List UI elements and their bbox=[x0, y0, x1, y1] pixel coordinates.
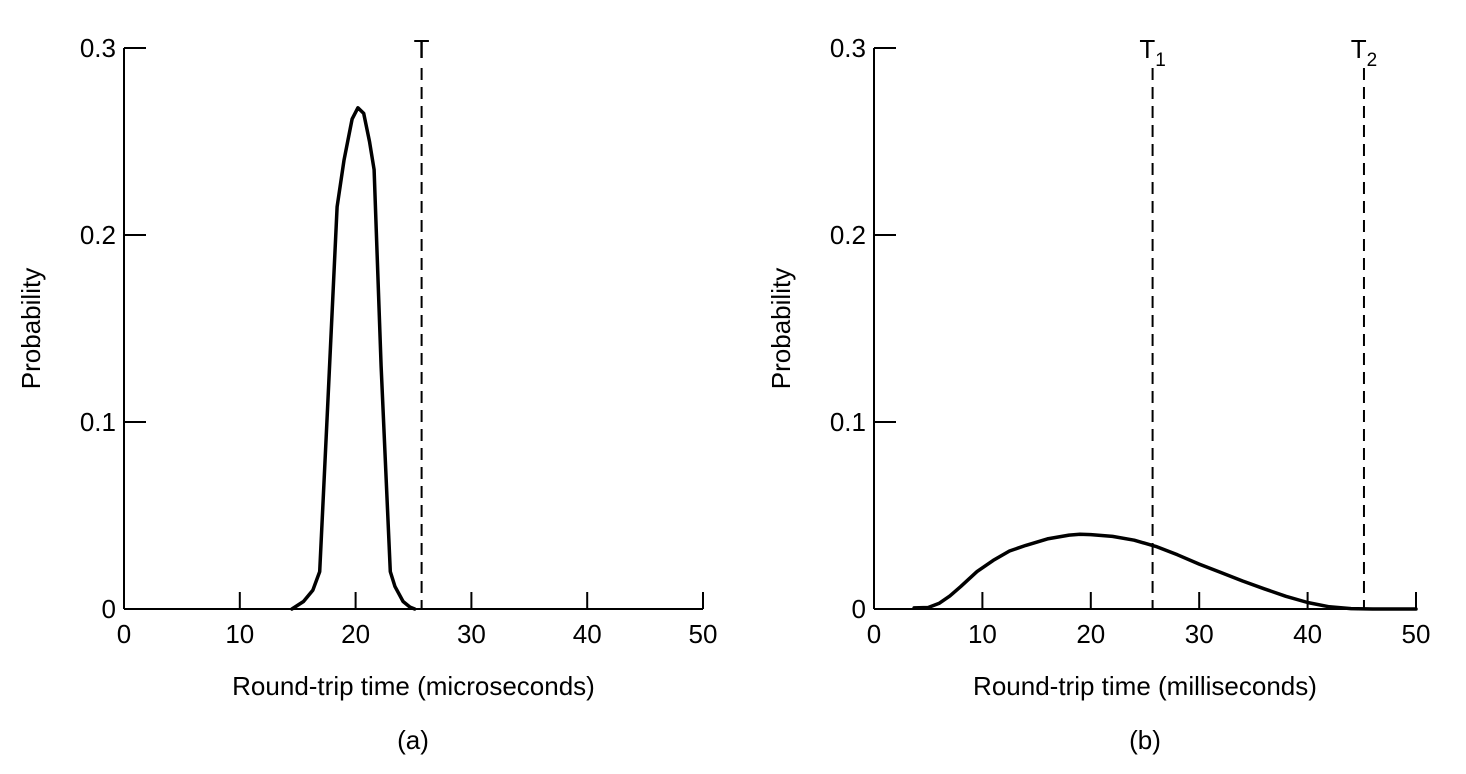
y-tick-label: 0 bbox=[102, 594, 116, 624]
x-tick-label: 40 bbox=[573, 619, 602, 649]
x-tick-label: 40 bbox=[1293, 619, 1322, 649]
x-axis-label: Round-trip time (microseconds) bbox=[232, 671, 595, 701]
timeout-marker-letter: T bbox=[414, 34, 430, 64]
x-tick-label: 50 bbox=[689, 619, 718, 649]
chart-panel-b: 0 0.1 0.2 0.3 0 10 20 30 40 50 Round-trip time (mi… bbox=[766, 33, 1430, 755]
probability-curve bbox=[912, 532, 1418, 611]
timeout-marker-subscript: 2 bbox=[1367, 50, 1378, 71]
y-axis-label: Probability bbox=[16, 268, 46, 389]
y-tick-label: 0.3 bbox=[80, 33, 116, 63]
y-tick-label: 0.1 bbox=[80, 407, 116, 437]
x-axis-label: Round-trip time (milliseconds) bbox=[973, 671, 1317, 701]
timeout-marker-letter: T bbox=[1351, 34, 1367, 64]
y-tick-label: 0.3 bbox=[830, 33, 866, 63]
x-tick-label: 0 bbox=[867, 619, 881, 649]
y-tick-label: 0.1 bbox=[830, 407, 866, 437]
panel-caption: (b) bbox=[1129, 725, 1161, 755]
panel-caption: (a) bbox=[397, 725, 429, 755]
x-tick-label: 30 bbox=[1185, 619, 1214, 649]
x-tick-label: 50 bbox=[1402, 619, 1431, 649]
x-tick-label: 20 bbox=[341, 619, 370, 649]
chart-panel-a: 0 0.1 0.2 0.3 0 10 20 30 40 50 Round-trip time (mi… bbox=[16, 33, 717, 755]
x-tick-label: 30 bbox=[457, 619, 486, 649]
timeout-marker-label: T1 bbox=[1139, 34, 1165, 71]
x-tick-label: 20 bbox=[1076, 619, 1105, 649]
y-axis-label: Probability bbox=[766, 268, 796, 389]
x-tick-label: 10 bbox=[968, 619, 997, 649]
timeout-marker-label: T bbox=[414, 34, 430, 64]
probability-curve bbox=[290, 106, 417, 611]
timeout-marker-letter: T bbox=[1139, 34, 1155, 64]
timeout-marker-label: T2 bbox=[1351, 34, 1377, 71]
y-tick-label: 0 bbox=[852, 594, 866, 624]
timeout-marker-subscript: 1 bbox=[1155, 50, 1166, 71]
y-tick-label: 0.2 bbox=[80, 220, 116, 250]
x-tick-label: 10 bbox=[225, 619, 254, 649]
y-tick-label: 0.2 bbox=[830, 220, 866, 250]
x-tick-label: 0 bbox=[117, 619, 131, 649]
